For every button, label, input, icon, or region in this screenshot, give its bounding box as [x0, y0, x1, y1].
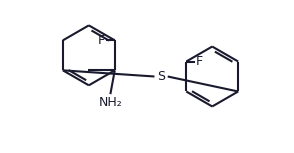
Text: S: S: [157, 70, 165, 83]
Text: F: F: [98, 34, 105, 47]
Text: NH₂: NH₂: [98, 96, 122, 109]
Text: F: F: [196, 55, 203, 68]
